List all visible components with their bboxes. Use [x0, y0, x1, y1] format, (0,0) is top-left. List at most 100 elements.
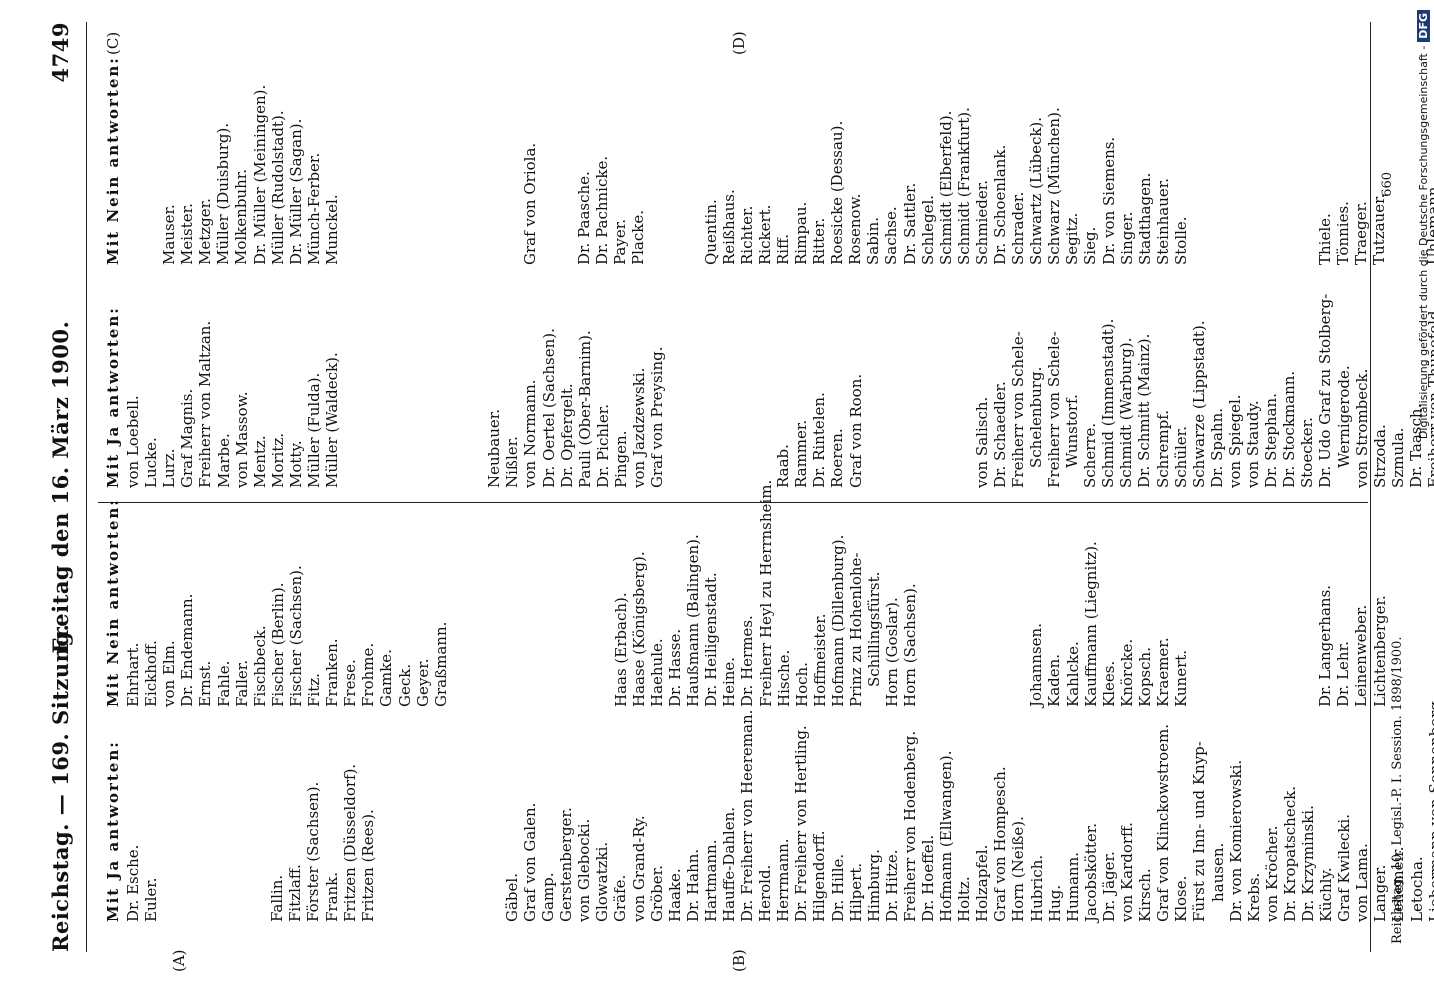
member-name: von Kröcher. [1262, 825, 1281, 922]
name-gap [919, 482, 937, 707]
member-name: Dr. Hahn. [683, 848, 702, 922]
member-name: Müller (Fulda). [305, 372, 324, 488]
page-header: Reichstag. — 169. Sitzung. Freitag den 1… [48, 22, 88, 952]
member-name: Raab. [774, 444, 793, 488]
name-gap [377, 263, 395, 488]
member-name: Haußmann (Balingen). [684, 534, 703, 707]
member-name: Dr. Oertel (Sachsen). [539, 328, 558, 488]
member-name: Gamp. [539, 872, 558, 922]
member-name: Fitz. [305, 673, 324, 707]
member-name: Hische. [774, 649, 793, 707]
name-gap [449, 697, 467, 922]
name-gap [377, 40, 395, 265]
member-name: Frohme. [359, 642, 378, 707]
name-gap [1226, 482, 1244, 707]
name-gap [1190, 40, 1208, 265]
member-name: Dr. Krzyminski. [1298, 805, 1317, 922]
name-gap [973, 482, 991, 707]
member-name: Moritz. [268, 432, 287, 488]
name-gap [557, 40, 575, 265]
member-name: Küchly. [1317, 867, 1336, 922]
column-ja-left: Mit Ja antworten: Dr. Esche. Euler. Fallin… [104, 696, 1434, 922]
member-name: Dr. Pachnicke. [593, 155, 612, 265]
name-gap [485, 40, 503, 265]
name-gap [937, 263, 955, 488]
member-name: Graf von Galen. [520, 802, 539, 922]
member-name: Graf Kwilecki. [1335, 814, 1354, 922]
member-name: Quentin. [701, 199, 720, 265]
member-name: Dr. Müller (Meiningen). [250, 84, 269, 265]
name-gap [214, 697, 232, 922]
member-name: Franken. [323, 638, 342, 707]
member-name: Horn (Sachsen). [901, 583, 920, 707]
member-name: Schmidt (Elberfeld). [936, 110, 955, 265]
column-heading: Mit Nein antworten: [104, 498, 122, 707]
name-gap [666, 263, 684, 488]
member-name: Schwartz (Lübeck). [1027, 116, 1046, 265]
name-gap [341, 263, 359, 488]
member-name: Gerstenberger. [557, 807, 576, 922]
member-name: Rammer. [792, 419, 811, 488]
member-name: Freiherr von Schele- [1045, 331, 1063, 488]
name-gap [937, 482, 955, 707]
member-name: Frese. [341, 659, 360, 707]
name-gap [883, 263, 901, 488]
name-gap [594, 482, 612, 707]
name-gap [1388, 40, 1406, 265]
member-name: Jacobskötter. [1081, 822, 1100, 922]
member-name: Dr. Schmitt (Mainz). [1135, 333, 1154, 488]
member-name: Sachse. [882, 206, 901, 265]
name-gap [395, 263, 413, 488]
member-name: Schrempf. [1153, 410, 1172, 488]
name-gap [539, 40, 557, 265]
member-name: von Massow. [232, 391, 251, 489]
member-name: Scherre. [1081, 422, 1100, 488]
header-rule [86, 22, 87, 952]
name-gap [1262, 40, 1280, 265]
name-gap [450, 482, 468, 707]
member-name: Fitzlaff. [286, 864, 305, 922]
name-gap [1244, 40, 1262, 265]
member-name: Himburg. [864, 849, 883, 922]
member-name: Dr. Lehr. [1334, 641, 1353, 707]
member-name: Schüler. [1171, 426, 1190, 488]
name-gap [485, 697, 503, 922]
member-name: Nißler. [503, 436, 522, 488]
member-name: Rosenow. [846, 193, 865, 265]
member-name: Fischer (Berlin). [268, 582, 287, 707]
name-gap [196, 697, 214, 922]
member-name: Motty. [286, 440, 305, 488]
member-name: Dr. von Komierowski. [1226, 759, 1245, 922]
member-name: von Jazdzewski. [629, 367, 648, 488]
member-name: Dr. Sattler. [900, 182, 919, 265]
member-name: Strzoda. [1370, 424, 1389, 488]
member-name: von Glebocki. [575, 818, 594, 922]
member-name: Dr. Udo Graf zu Stolberg- [1316, 293, 1335, 488]
name-gap [431, 697, 449, 922]
member-name: Schwarz (München). [1045, 107, 1064, 265]
credit-text: Digitalisierung gefördert durch die Deut… [1417, 45, 1430, 440]
member-name: Traeger. [1352, 201, 1371, 265]
name-gap [449, 40, 467, 265]
member-name: Knörcke. [1117, 638, 1136, 707]
member-name: Fahle. [214, 660, 233, 707]
member-name: Sabin. [864, 216, 883, 265]
member-name: Wunstorf. [1063, 394, 1082, 468]
name-gap [901, 263, 919, 488]
name-gap [467, 697, 485, 922]
member-name: Horn (Goslar). [883, 597, 902, 707]
member-name: von Loebell. [124, 395, 143, 488]
member-name: Graf von Klinckowstroem. [1154, 724, 1173, 922]
member-name: Müller (Waldeck). [323, 352, 342, 488]
margin-marker-b: (B) [730, 949, 748, 972]
member-name: Steinhauer. [1153, 177, 1172, 265]
member-name: Stadthagen. [1135, 172, 1154, 265]
name-gap [756, 263, 774, 488]
member-name: Euler. [142, 877, 161, 922]
name-gap [702, 263, 720, 488]
name-gap [684, 40, 702, 265]
member-name: Graf von Oriola. [521, 142, 540, 265]
name-gap [955, 482, 973, 707]
